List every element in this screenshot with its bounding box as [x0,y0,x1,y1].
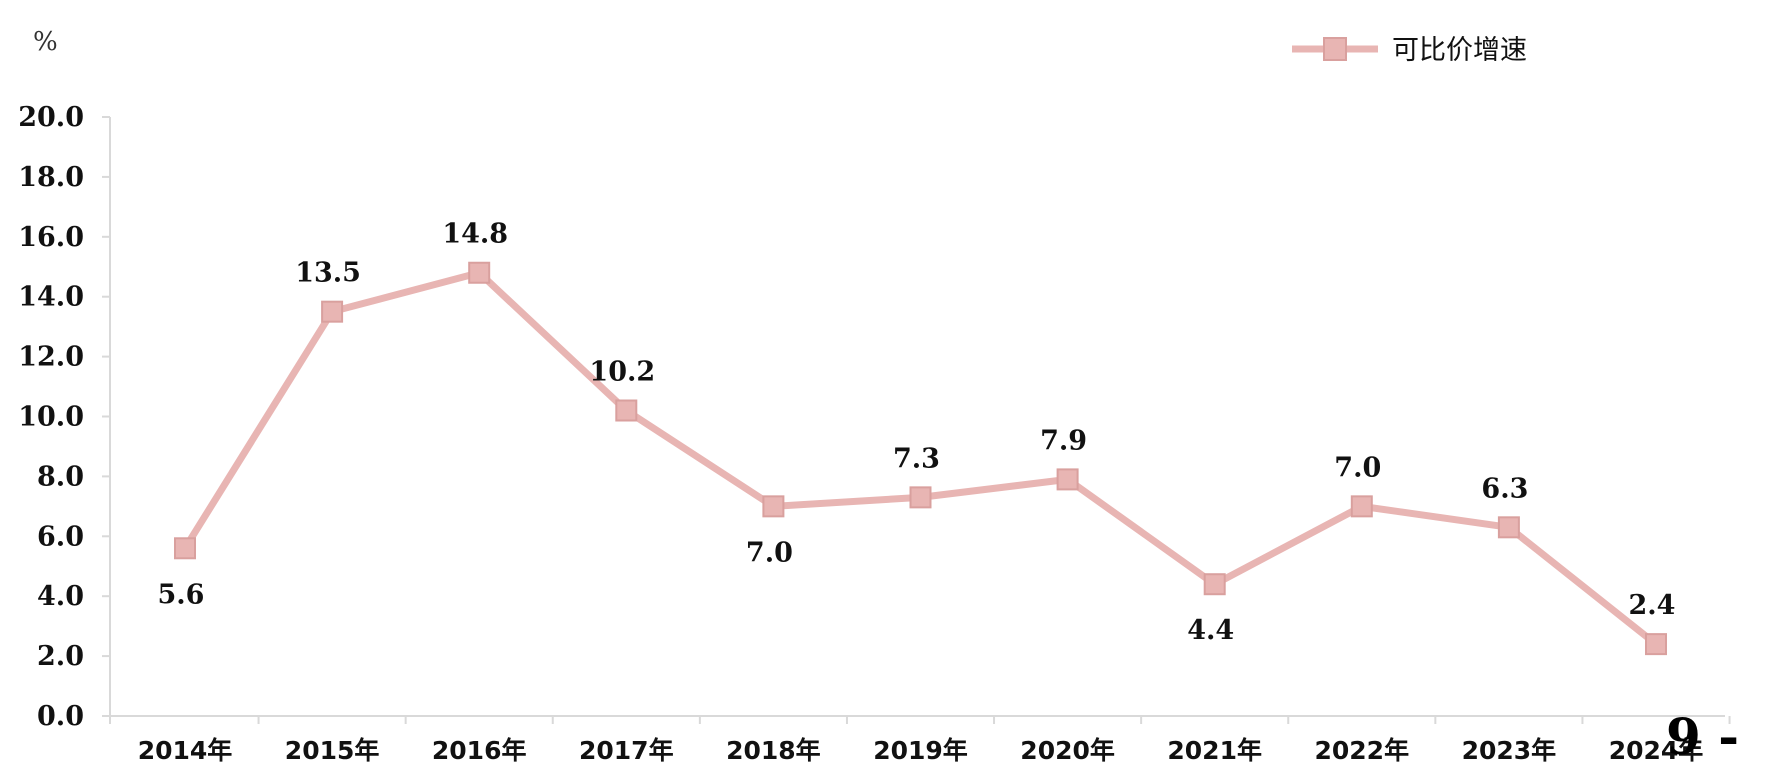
data-point-marker [1497,516,1520,539]
x-tick-label: 2014年 [138,736,233,765]
legend: 可比价增速 [1292,35,1527,66]
y-unit-label: % [33,27,58,57]
legend-label: 可比价增速 [1392,35,1527,66]
data-label: 10.2 [589,357,655,388]
y-tick-label: 6.0 [37,521,84,552]
data-point-marker [468,261,491,284]
data-point-marker [762,495,785,518]
data-point-marker [615,399,638,422]
data-point-marker [1350,495,1373,518]
y-tick-label: 14.0 [18,282,84,313]
data-label: 5.6 [158,579,205,610]
y-tick-label: 12.0 [18,342,84,373]
x-axis: 2014年 2015年 2016年 2017年 2018年 2019年 2020年 2021年… [109,715,1731,765]
data-label: 7.0 [1334,452,1381,483]
x-tick-label: 2015年 [285,736,380,765]
y-tick-label: 10.0 [18,402,84,433]
y-tick-label: 16.0 [18,222,84,253]
data-point-marker [1645,633,1667,656]
y-tick-label: 0.0 [37,701,84,732]
data-point-marker [174,537,196,560]
series-line-group [174,261,1667,656]
legend-marker [1323,37,1347,61]
page-number: 9 - [1666,707,1739,766]
y-axis: 0.0 2.0 4.0 6.0 8.0 10.0 12.0 14.0 16.0 18.0 20.0 [18,102,111,732]
x-tick-label: 2016年 [432,736,527,765]
data-label: 7.9 [1040,425,1087,456]
data-labels-group: 5.6 13.5 14.8 10.2 7.0 7.3 7.9 4.4 7.0 6.3 2.4 [158,219,1676,646]
y-tick-label: 4.0 [37,581,84,612]
data-point-marker [909,486,932,509]
data-label: 14.8 [442,219,508,250]
x-tick-label: 2021年 [1167,736,1262,765]
x-tick-label: 2024年 [1609,736,1704,765]
x-tick-label: 2017年 [579,736,674,765]
y-tick-label: 2.0 [37,641,84,672]
data-label: 4.4 [1187,615,1234,646]
x-tick-label: 2020年 [1020,736,1115,765]
x-tick-label: 2023年 [1462,736,1557,765]
x-tick-label: 2018年 [726,736,821,765]
x-tick-label: 2022年 [1315,736,1410,765]
y-tick-label: 8.0 [37,461,84,492]
data-label: 2.4 [1629,590,1676,621]
data-label: 6.3 [1481,473,1528,504]
x-tick-label: 2019年 [873,736,968,765]
data-label: 7.3 [893,443,940,474]
y-tick-label: 20.0 [18,102,84,133]
data-label: 7.0 [746,537,793,568]
data-point-marker [1203,573,1226,596]
data-label: 13.5 [295,258,361,289]
y-tick-label: 18.0 [18,162,84,193]
data-point-marker [1056,468,1079,491]
data-point-marker [321,300,344,323]
